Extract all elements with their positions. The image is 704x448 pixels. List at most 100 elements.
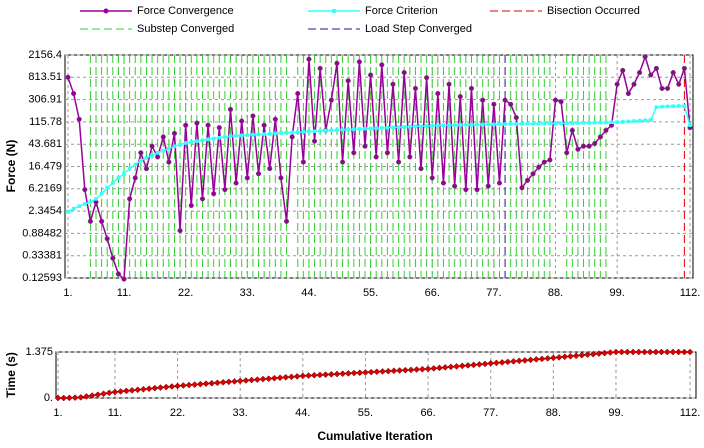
point (253, 376, 261, 383)
y-axis-label: Time (s) (4, 352, 18, 398)
point (373, 154, 379, 160)
point (469, 122, 474, 127)
point (514, 122, 519, 126)
point (508, 101, 514, 107)
point (259, 375, 267, 383)
y-tick-label: 306.91 (28, 94, 62, 106)
point (624, 348, 631, 356)
point (576, 121, 580, 125)
legend-label: Force Convergence (137, 5, 234, 17)
point (572, 352, 580, 360)
point (54, 394, 62, 402)
point (457, 94, 463, 100)
point (587, 121, 591, 125)
point (475, 122, 479, 127)
point (236, 377, 244, 385)
point (458, 362, 466, 370)
point (496, 180, 503, 186)
point (470, 361, 477, 369)
point (564, 121, 569, 126)
point (552, 97, 559, 103)
point (686, 348, 694, 356)
point (178, 142, 182, 147)
point (429, 175, 435, 181)
point (362, 143, 368, 149)
point (255, 171, 262, 177)
point (601, 349, 608, 357)
point (663, 348, 671, 356)
y-tick-label: 0.88482 (22, 227, 62, 239)
point (99, 191, 104, 196)
point (504, 358, 512, 366)
point (227, 106, 234, 112)
point (279, 131, 283, 135)
point (202, 380, 210, 388)
legend-label: Force Criterion (365, 5, 438, 17)
y-tick-label: 2.3454 (28, 205, 62, 217)
point (82, 187, 88, 193)
point (436, 364, 443, 372)
point (307, 129, 311, 134)
point (312, 138, 318, 144)
point (675, 348, 682, 356)
point (105, 389, 113, 397)
point (390, 81, 396, 87)
point (544, 355, 552, 362)
point (99, 218, 105, 224)
point (346, 127, 350, 132)
legend-marker (332, 9, 336, 13)
point (185, 381, 193, 389)
point (145, 385, 153, 393)
point (222, 187, 228, 193)
point (132, 175, 138, 181)
point (239, 133, 244, 138)
point (295, 130, 300, 134)
point (380, 126, 384, 130)
point (536, 164, 542, 170)
point (447, 363, 455, 371)
point (604, 120, 608, 125)
point (648, 118, 653, 122)
point (665, 85, 671, 91)
point (121, 276, 127, 282)
x-tick-label: 22. (170, 407, 185, 419)
point (569, 127, 575, 133)
point (140, 385, 147, 393)
point (183, 122, 189, 128)
point (216, 125, 222, 131)
x-tick-label: 55. (358, 407, 373, 419)
point (592, 140, 598, 147)
point (219, 378, 227, 386)
point (541, 159, 547, 165)
point (402, 125, 407, 129)
point (486, 122, 491, 127)
point (589, 350, 597, 358)
point (76, 116, 82, 122)
point (480, 97, 486, 103)
point (328, 97, 334, 103)
point (513, 115, 519, 121)
point (637, 70, 643, 76)
point (127, 166, 132, 171)
point (66, 209, 70, 214)
point (652, 348, 660, 356)
y-tick-label: 813.51 (28, 71, 62, 83)
point (487, 360, 495, 367)
y-tick-label: 2156.4 (28, 49, 62, 61)
point (676, 104, 681, 108)
point (390, 367, 398, 375)
point (419, 365, 426, 373)
point (225, 378, 233, 386)
point (384, 367, 392, 375)
point (384, 150, 390, 156)
point (205, 122, 211, 128)
x-tick-label: 77. (486, 287, 501, 299)
point (162, 383, 170, 391)
point (188, 202, 194, 209)
point (111, 181, 115, 185)
point (575, 146, 581, 152)
y-tick-label: 0. (44, 392, 53, 404)
y-tick-label: 115.78 (29, 116, 62, 128)
point (396, 125, 401, 129)
